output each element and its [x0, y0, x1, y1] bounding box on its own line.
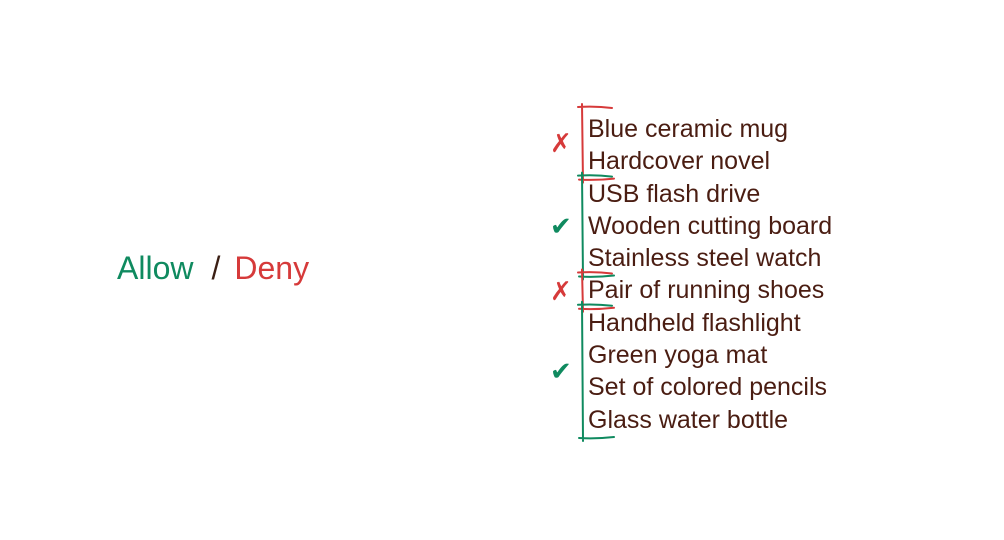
- list-item: Blue ceramic mug: [588, 115, 789, 143]
- list-item: Stainless steel watch: [588, 244, 822, 273]
- list-item: Handheld flashlight: [588, 308, 801, 337]
- list-item: Wooden cutting board: [588, 211, 833, 240]
- legend-separator: /: [211, 250, 221, 286]
- list-item: Set of colored pencils: [588, 373, 828, 402]
- deny-label: Deny: [234, 250, 310, 286]
- item-list: Blue ceramic mug Hardcover novel USB fla…: [588, 113, 832, 436]
- list-item: Pair of running shoes: [588, 276, 825, 305]
- cross-icon: ✗: [550, 128, 572, 159]
- list-item: Green yoga mat: [588, 341, 768, 370]
- check-icon: ✔: [550, 211, 572, 242]
- list-item: USB flash drive: [588, 179, 761, 208]
- check-icon: ✔: [550, 356, 572, 387]
- list-item: Glass water bottle: [588, 405, 789, 434]
- legend: Allow / Deny: [117, 248, 309, 288]
- list-item: Hardcover novel: [588, 147, 771, 176]
- cross-icon: ✗: [550, 275, 572, 306]
- allow-label: Allow: [117, 250, 194, 286]
